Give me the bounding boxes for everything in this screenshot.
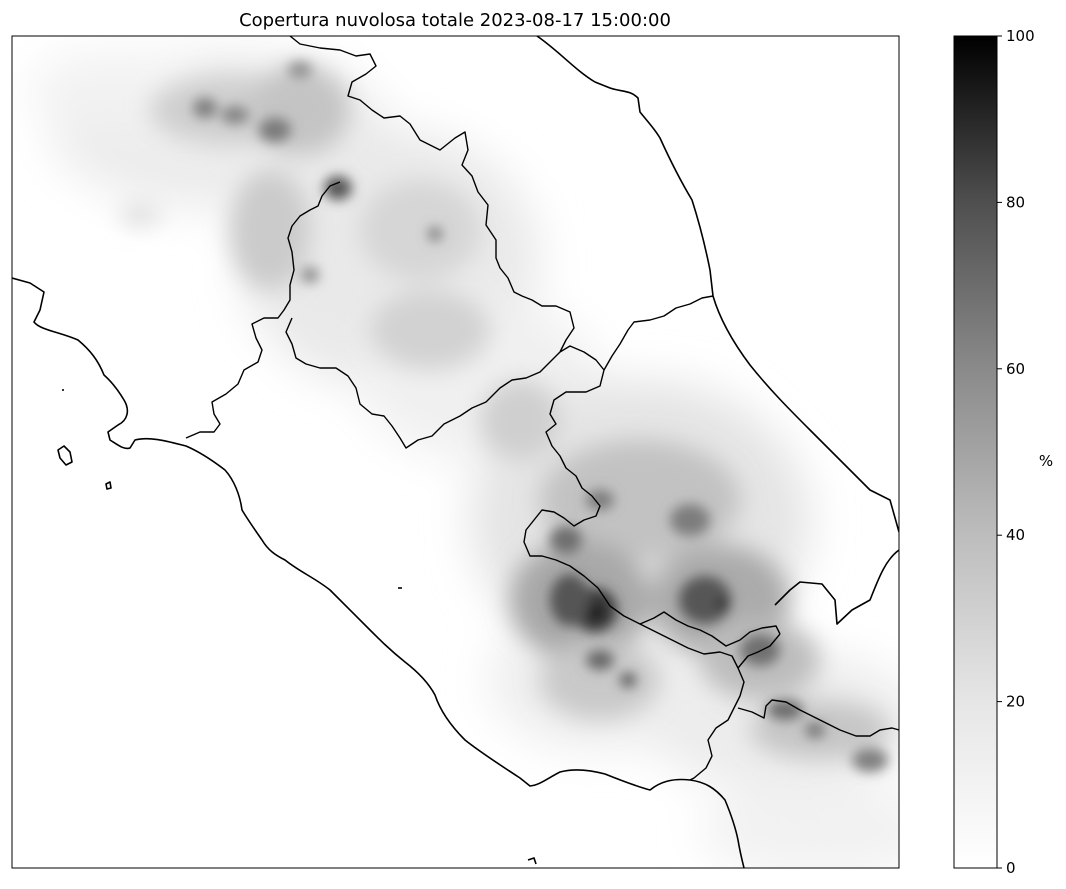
coastline-adriatic-south: [774, 549, 899, 625]
border-marche-abruzzo: [523, 345, 781, 647]
regional-borders: [185, 36, 899, 781]
colorbar-ticks: 0 20 40 60 80 100: [997, 27, 1035, 877]
colorbar-tick-label: 80: [1006, 193, 1025, 211]
cloud-dense-cells: [193, 62, 888, 772]
colorbar-tick-label: 20: [1006, 693, 1025, 711]
island-tiny-1: [105, 481, 112, 490]
coastline-adriatic: [536, 36, 899, 533]
map-title: Copertura nuvolosa totale 2023-08-17 15:…: [239, 10, 671, 31]
map-panel: [12, 36, 899, 868]
colorbar-tick-label: 0: [1006, 859, 1016, 877]
colorbar-label: %: [1039, 452, 1053, 470]
border-molise-campania: [737, 633, 781, 669]
colorbar: 0 20 40 60 80 100 %: [953, 27, 1053, 877]
border-lazio-campania: [639, 623, 745, 781]
border-tuscany-umbria-north: [289, 36, 575, 353]
colorbar-tick-label: 100: [1006, 27, 1035, 45]
map-frame: [11, 35, 900, 869]
colorbar-gradient: [953, 35, 998, 869]
colorbar-tick-label: 40: [1006, 526, 1025, 544]
coastline-tyrrhenian: [12, 277, 745, 868]
colorbar-tick-label: 60: [1006, 360, 1025, 378]
border-umbria-marche-east: [603, 295, 714, 371]
coastlines: [12, 36, 899, 868]
border-umbria-lazio: [285, 317, 561, 449]
cloud-cover-field: [30, 50, 899, 868]
border-campania-east: [737, 699, 899, 737]
island-tiny-3: [527, 857, 537, 865]
island-elba-small: [57, 445, 73, 466]
border-tuscany-umbria-west: [185, 181, 341, 439]
